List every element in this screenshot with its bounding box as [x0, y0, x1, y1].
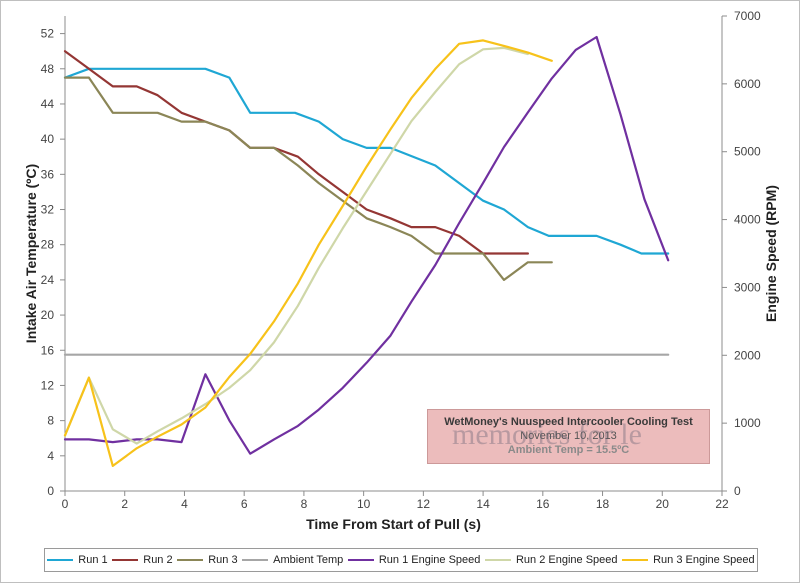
y-left-tick-label: 40	[41, 132, 55, 146]
y-right-tick-label: 7000	[734, 9, 761, 23]
legend-label: Run 1	[78, 554, 108, 566]
series-line-run-2-engine-speed	[63, 46, 530, 445]
legend-item-run-2: Run 2	[112, 554, 173, 566]
x-tick-label: 20	[656, 497, 670, 511]
y-left-tick-label: 4	[47, 449, 54, 463]
x-tick-label: 6	[241, 497, 248, 511]
legend-swatch	[484, 559, 511, 561]
y-left-tick-label: 32	[41, 203, 55, 217]
legend-swatch	[47, 559, 74, 561]
legend-label: Run 2 Engine Speed	[515, 554, 618, 566]
legend-item-run-3: Run 3	[177, 554, 238, 566]
series-line-run-2	[63, 50, 530, 255]
x-tick-label: 8	[301, 497, 308, 511]
y-left-tick-label: 28	[41, 238, 55, 252]
legend-item-run-2-engine-speed: Run 2 Engine Speed	[484, 554, 618, 566]
y-axis-left-title: Intake Air Temperature (ºC)	[23, 164, 39, 343]
y-left-tick-label: 0	[47, 484, 54, 498]
series-line-run-1-engine-speed	[63, 35, 670, 455]
legend-label: Run 2	[143, 554, 173, 566]
legend-swatch	[347, 559, 374, 561]
series-lines	[63, 35, 670, 467]
y-left-tick-label: 44	[41, 97, 55, 111]
legend-item-ambient-temp: Ambient Temp	[242, 554, 343, 566]
x-tick-label: 4	[181, 497, 188, 511]
legend: Run 1 Run 2 Run 3 Ambient Temp Run 1 Engine …	[44, 548, 758, 572]
x-axis-title: Time From Start of Pull (s)	[306, 516, 481, 532]
y-left-tick-label: 48	[41, 62, 55, 76]
annotation-title: WetMoney's Nuuspeed Intercooler Cooling …	[444, 416, 693, 428]
x-tick-label: 14	[476, 497, 490, 511]
y-right-tick-label: 2000	[734, 348, 761, 362]
y-right-tick-label: 6000	[734, 77, 761, 91]
y-left-tick-label: 16	[41, 343, 55, 357]
y-axis-right-title: Engine Speed (RPM)	[763, 185, 779, 322]
axes: 0 2 4 6 8 10 12 14 16 18 20 22048121620242832364044…	[41, 9, 761, 511]
x-tick-label: 2	[121, 497, 128, 511]
annotation-date: November 10, 2013	[520, 430, 617, 442]
legend-item-run-3-engine-speed: Run 3 Engine Speed	[622, 554, 755, 566]
y-left-tick-label: 8	[47, 414, 54, 428]
annotation-box: WetMoney's Nuuspeed Intercooler Cooling …	[427, 409, 710, 464]
x-tick-label: 12	[417, 497, 431, 511]
legend-swatch	[622, 559, 649, 561]
y-left-tick-label: 20	[41, 308, 55, 322]
legend-item-run-1: Run 1	[47, 554, 108, 566]
y-left-tick-label: 36	[41, 167, 55, 181]
x-tick-label: 18	[596, 497, 610, 511]
x-tick-label: 0	[62, 497, 69, 511]
y-left-tick-label: 52	[41, 27, 55, 41]
series-line-run-1	[63, 67, 670, 255]
legend-label: Run 1 Engine Speed	[378, 554, 481, 566]
y-right-tick-label: 4000	[734, 213, 761, 227]
y-left-tick-label: 12	[41, 378, 55, 392]
legend-label: Run 3 Engine Speed	[653, 554, 755, 566]
y-left-tick-label: 24	[41, 273, 55, 287]
legend-label: Run 3	[208, 554, 238, 566]
y-right-tick-label: 5000	[734, 145, 761, 159]
annotation-ambient: Ambient Temp = 15.5ºC	[507, 444, 630, 456]
legend-item-run-1-engine-speed: Run 1 Engine Speed	[347, 554, 481, 566]
y-right-tick-label: 0	[734, 484, 741, 498]
legend-swatch	[177, 559, 204, 561]
legend-swatch	[112, 559, 139, 561]
legend-swatch	[242, 559, 269, 561]
series-line-run-3	[63, 76, 553, 281]
y-right-tick-label: 1000	[734, 416, 761, 430]
y-right-tick-label: 3000	[734, 280, 761, 294]
legend-label: Ambient Temp	[273, 554, 344, 566]
x-tick-label: 16	[536, 497, 550, 511]
series-line-run-3-engine-speed	[63, 39, 553, 467]
x-tick-label: 10	[357, 497, 371, 511]
x-tick-label: 22	[715, 497, 729, 511]
